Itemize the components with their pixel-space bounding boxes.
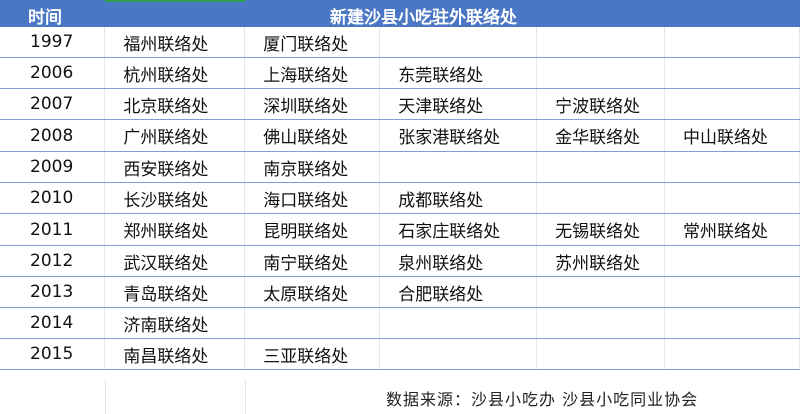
table-row: 2014 济南联络处 [0, 307, 800, 339]
year-cell[interactable]: 2007 [0, 88, 106, 120]
selected-cell-indicator [105, 0, 245, 2]
table-row: 2007 北京联络处 深圳联络处 天津联络处 宁波联络处 [0, 88, 800, 120]
office-cell[interactable] [536, 151, 666, 183]
table-row: 2013 青岛联络处 太原联络处 合肥联络处 [0, 276, 800, 308]
office-cell[interactable]: 青岛联络处 [104, 276, 246, 308]
office-cell[interactable] [664, 57, 800, 89]
office-cell[interactable] [536, 57, 666, 89]
year-cell[interactable]: 2008 [0, 119, 106, 152]
office-cell[interactable]: 三亚联络处 [244, 338, 381, 370]
table-row: 2008 广州联络处 佛山联络处 张家港联络处 金华联络处 中山联络处 [0, 119, 800, 152]
office-cell[interactable]: 苏州联络处 [536, 245, 666, 277]
office-cell[interactable] [379, 151, 538, 183]
office-cell[interactable]: 长沙联络处 [104, 182, 246, 214]
office-cell[interactable] [379, 338, 538, 370]
header-offices: 新建沙县小吃驻外联络处 [330, 8, 517, 28]
office-cell[interactable] [536, 182, 666, 214]
office-cell[interactable] [536, 276, 666, 308]
office-cell[interactable]: 海口联络处 [244, 182, 381, 214]
table-row: 1997 福州联络处 厦门联络处 [0, 27, 800, 58]
office-cell[interactable]: 泉州联络处 [379, 245, 538, 277]
office-cell[interactable]: 上海联络处 [244, 57, 381, 89]
office-cell[interactable]: 合肥联络处 [379, 276, 538, 308]
office-cell[interactable]: 西安联络处 [104, 151, 246, 183]
office-cell[interactable]: 济南联络处 [104, 307, 246, 339]
office-cell[interactable]: 常州联络处 [664, 213, 800, 246]
divider [245, 380, 246, 414]
table-row: 2011 郑州联络处 昆明联络处 石家庄联络处 无锡联络处 常州联络处 [0, 213, 800, 246]
office-cell[interactable]: 福州联络处 [104, 27, 246, 58]
office-cell[interactable] [664, 88, 800, 120]
divider [105, 380, 106, 414]
office-cell[interactable] [664, 245, 800, 277]
office-cell[interactable] [664, 151, 800, 183]
year-cell[interactable]: 1997 [0, 27, 106, 58]
office-cell[interactable] [664, 338, 800, 370]
office-cell[interactable] [379, 27, 538, 58]
year-cell[interactable]: 2010 [0, 182, 106, 214]
offices-table: 1997 福州联络处 厦门联络处 2006 杭州联络处 上海联络处 东莞联络处 2007 北京联… [0, 27, 800, 370]
year-cell[interactable]: 2009 [0, 151, 106, 183]
year-cell[interactable]: 2011 [0, 213, 106, 246]
office-cell[interactable]: 金华联络处 [536, 119, 666, 152]
office-cell[interactable]: 郑州联络处 [104, 213, 246, 246]
office-cell[interactable]: 无锡联络处 [536, 213, 666, 246]
table-header: 时间 新建沙县小吃驻外联络处 [0, 0, 800, 28]
year-cell[interactable]: 2015 [0, 338, 106, 370]
data-source: 数据来源：沙县小吃办 沙县小吃同业协会 [386, 390, 699, 409]
office-cell[interactable] [536, 307, 666, 339]
office-cell[interactable]: 广州联络处 [104, 119, 246, 152]
office-cell[interactable]: 成都联络处 [379, 182, 538, 214]
year-cell[interactable]: 2013 [0, 276, 106, 308]
office-cell[interactable]: 武汉联络处 [104, 245, 246, 277]
office-cell[interactable]: 杭州联络处 [104, 57, 246, 89]
table-row: 2009 西安联络处 南京联络处 [0, 151, 800, 183]
office-cell[interactable] [536, 27, 666, 58]
office-cell[interactable] [536, 338, 666, 370]
office-cell[interactable] [379, 307, 538, 339]
header-time: 时间 [28, 8, 62, 28]
office-cell[interactable] [664, 182, 800, 214]
office-cell[interactable]: 天津联络处 [379, 88, 538, 120]
office-cell[interactable]: 张家港联络处 [379, 119, 538, 152]
office-cell[interactable]: 南京联络处 [244, 151, 381, 183]
office-cell[interactable]: 昆明联络处 [244, 213, 381, 246]
table-row: 2006 杭州联络处 上海联络处 东莞联络处 [0, 57, 800, 89]
office-cell[interactable]: 南昌联络处 [104, 338, 246, 370]
year-cell[interactable]: 2006 [0, 57, 106, 89]
office-cell[interactable]: 太原联络处 [244, 276, 381, 308]
office-cell[interactable]: 北京联络处 [104, 88, 246, 120]
office-cell[interactable] [244, 307, 381, 339]
office-cell[interactable]: 深圳联络处 [244, 88, 381, 120]
table-row: 2010 长沙联络处 海口联络处 成都联络处 [0, 182, 800, 214]
office-cell[interactable]: 中山联络处 [664, 119, 800, 152]
year-cell[interactable]: 2012 [0, 245, 106, 277]
office-cell[interactable]: 宁波联络处 [536, 88, 666, 120]
office-cell[interactable] [664, 307, 800, 339]
office-cell[interactable]: 南宁联络处 [244, 245, 381, 277]
office-cell[interactable]: 厦门联络处 [244, 27, 381, 58]
table-row: 2012 武汉联络处 南宁联络处 泉州联络处 苏州联络处 [0, 245, 800, 277]
office-cell[interactable]: 东莞联络处 [379, 57, 538, 89]
office-cell[interactable] [664, 276, 800, 308]
table-row: 2015 南昌联络处 三亚联络处 [0, 338, 800, 370]
year-cell[interactable]: 2014 [0, 307, 106, 339]
office-cell[interactable]: 石家庄联络处 [379, 213, 538, 246]
office-cell[interactable] [664, 27, 800, 58]
office-cell[interactable]: 佛山联络处 [244, 119, 381, 152]
